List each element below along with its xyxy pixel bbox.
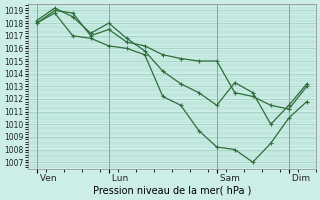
X-axis label: Pression niveau de la mer( hPa ): Pression niveau de la mer( hPa ) (92, 186, 251, 196)
